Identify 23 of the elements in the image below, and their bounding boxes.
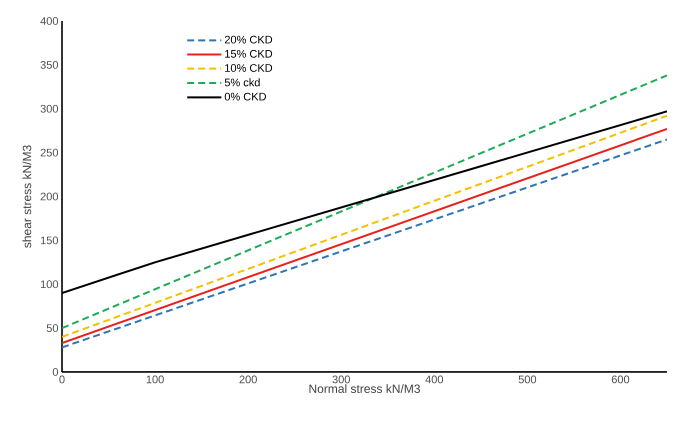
x-tick-label: 0 [59, 376, 65, 384]
x-tick-label: 400 [425, 376, 444, 384]
y-tick-label: 0 [52, 368, 58, 376]
legend-label: 5% ckd [224, 78, 260, 86]
x-tick-label: 500 [518, 376, 536, 384]
legend-label: 10% CKD [225, 64, 272, 72]
legend-label: 15% CKD [225, 50, 272, 58]
y-tick-label: 100 [40, 280, 58, 288]
legend-label: 0% CKD [224, 92, 266, 101]
x-tick-label: 600 [612, 376, 630, 384]
y-tick-label: 150 [40, 236, 58, 244]
y-tick-label: 300 [40, 104, 58, 113]
y-tick-label: 350 [40, 60, 58, 69]
legend-label: 20% CKD [224, 36, 272, 44]
y-tick-label: 200 [40, 192, 58, 200]
x-axis-title: Normal stress kN/M3 [309, 384, 420, 393]
x-tick-label: 300 [332, 376, 350, 384]
y-tick-label: 50 [46, 324, 58, 332]
y-tick-label: 250 [40, 148, 58, 157]
x-tick-label: 200 [240, 376, 257, 384]
y-axis-title: shear stress kN/M3 [22, 145, 32, 248]
y-tick-label: 400 [40, 17, 58, 25]
x-tick-label: 100 [146, 376, 164, 384]
